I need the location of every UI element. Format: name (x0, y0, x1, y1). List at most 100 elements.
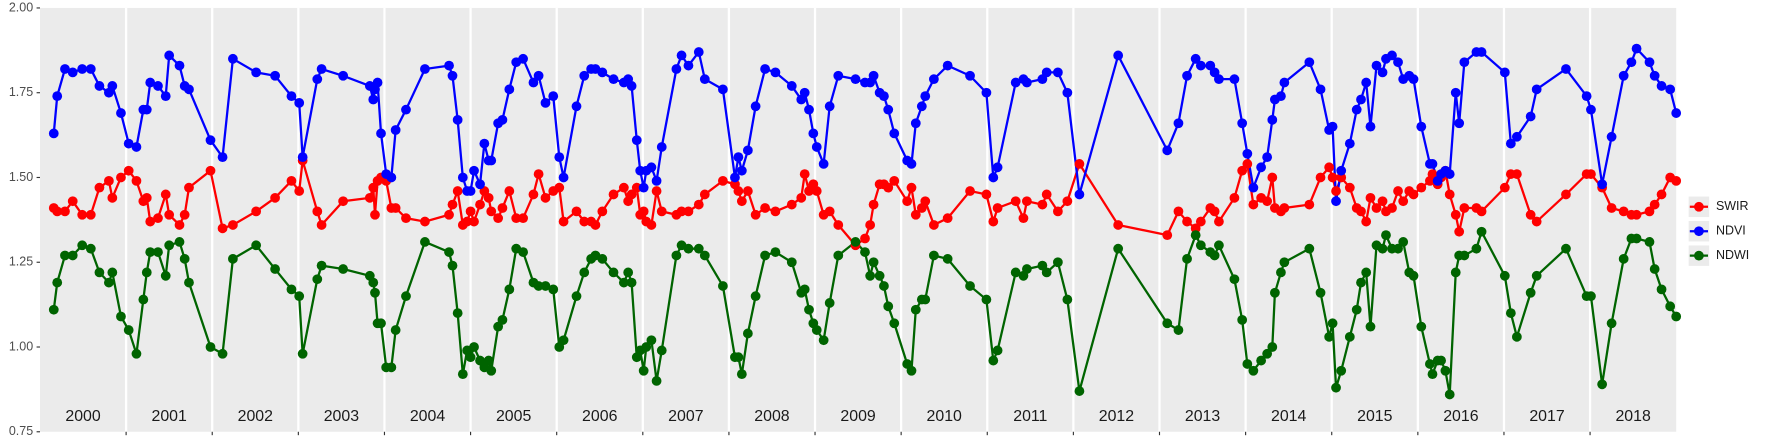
data-point (1041, 189, 1052, 200)
data-point (833, 70, 844, 81)
data-point (469, 342, 479, 352)
data-point (1408, 270, 1419, 281)
data-point (1248, 199, 1259, 210)
data-point (742, 186, 753, 196)
data-point (1476, 206, 1487, 217)
data-point (251, 67, 262, 78)
data-point (1525, 287, 1536, 298)
data-point (879, 91, 889, 101)
data-point (251, 206, 262, 217)
data-point (85, 64, 96, 74)
data-point (693, 243, 704, 254)
data-point (850, 74, 861, 85)
data-point (733, 152, 744, 163)
data-point (1182, 70, 1192, 81)
data-point (942, 213, 953, 224)
data-point (153, 213, 163, 224)
data-point (1440, 365, 1451, 376)
data-point (597, 67, 608, 78)
data-point (1331, 186, 1341, 196)
data-point (683, 243, 694, 254)
data-point (942, 253, 953, 264)
data-point (1631, 209, 1642, 220)
data-point (316, 260, 327, 271)
data-point (1450, 209, 1461, 220)
data-point (992, 203, 1003, 213)
data-point (824, 101, 835, 112)
data-point (1195, 216, 1206, 227)
data-point (623, 267, 634, 278)
data-point (1315, 172, 1326, 183)
data-point (1644, 206, 1655, 217)
data-point (883, 104, 894, 115)
year-label: 2001 (151, 408, 187, 425)
data-point (1393, 243, 1403, 254)
data-point (638, 206, 649, 217)
data-point (370, 209, 380, 220)
data-point (1279, 77, 1290, 88)
data-point (1162, 145, 1173, 156)
data-point (874, 270, 885, 281)
data-point (1499, 67, 1510, 78)
data-point (811, 142, 822, 152)
data-point (1371, 203, 1382, 213)
data-point (504, 186, 515, 196)
data-point (286, 91, 297, 101)
data-point (981, 189, 992, 200)
data-point (1242, 148, 1253, 159)
data-point (1387, 50, 1397, 61)
data-point (1476, 226, 1487, 237)
data-point (504, 84, 515, 95)
data-point (1270, 287, 1280, 298)
data-point (656, 142, 667, 152)
data-point (1331, 382, 1341, 393)
data-point (153, 247, 163, 257)
data-point (1276, 267, 1286, 278)
data-point (420, 64, 430, 74)
data-point (401, 291, 411, 302)
data-point (965, 281, 975, 291)
data-point (804, 104, 814, 115)
data-point (1062, 87, 1073, 98)
data-point (1511, 131, 1522, 142)
data-point (1041, 267, 1052, 278)
data-point (928, 74, 939, 85)
data-point (386, 362, 397, 373)
data-point (457, 172, 468, 183)
data-point (145, 77, 156, 88)
data-point (626, 81, 637, 91)
data-point (1356, 277, 1366, 288)
year-label: 2007 (668, 408, 704, 425)
data-point (618, 182, 629, 193)
data-point (444, 209, 454, 220)
data-point (1190, 223, 1201, 234)
data-point (1398, 237, 1409, 247)
data-point (750, 101, 761, 112)
data-point (693, 199, 704, 210)
data-point (1276, 91, 1286, 101)
data-point (1113, 243, 1124, 254)
data-point (1531, 270, 1542, 281)
data-point (868, 70, 879, 81)
data-point (683, 60, 694, 71)
data-point (786, 81, 797, 91)
data-point (1656, 284, 1667, 295)
data-point (390, 125, 401, 135)
data-point (469, 165, 479, 176)
data-point (1173, 206, 1184, 217)
year-label: 2002 (238, 408, 274, 425)
data-point (316, 64, 327, 74)
data-point (906, 365, 917, 376)
data-point (981, 294, 992, 305)
data-point (965, 70, 975, 81)
data-point (1561, 64, 1571, 74)
data-point (1242, 159, 1253, 169)
data-point (447, 260, 458, 271)
data-point (528, 189, 539, 200)
year-label: 2006 (582, 408, 618, 425)
data-point (540, 98, 551, 108)
data-point (641, 342, 652, 352)
data-point (1444, 389, 1455, 400)
data-point (1416, 321, 1427, 332)
data-point (651, 186, 662, 196)
